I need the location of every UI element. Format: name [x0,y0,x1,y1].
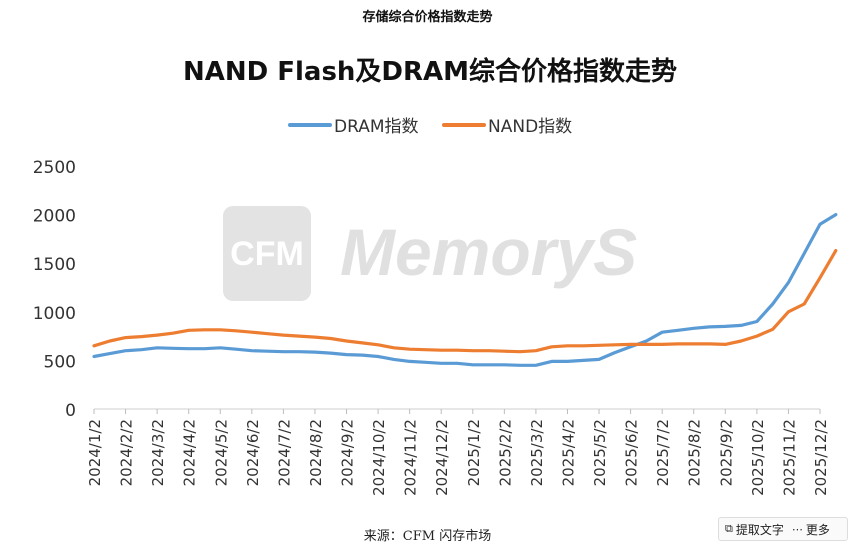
x-tick-label: 2024/1/2 [86,419,104,486]
x-tick-label: 2024/7/2 [275,419,293,486]
more-button[interactable]: ⋯ 更多 [792,521,830,538]
x-tick-label: 2024/4/2 [181,419,199,486]
more-icon: ⋯ [791,522,803,536]
x-tick-label: 2024/3/2 [149,419,167,486]
legend: DRAM指数 NAND指数 [288,117,572,137]
legend-label: NAND指数 [488,117,572,137]
more-label: 更多 [805,522,830,537]
watermark-logo-box [223,206,311,301]
x-tick-label: 2025/2/2 [496,419,514,486]
watermark-logo-text: CFM [230,235,304,273]
x-tick-label: 2025/3/2 [528,419,546,486]
y-tick-label: 1500 [33,255,76,275]
watermark: CFM MemoryS [223,206,637,301]
x-tick-label: 2024/5/2 [212,419,230,486]
chart-title: NAND Flash及DRAM综合价格指数走势 [183,56,677,87]
x-axis: 2024/1/2 2024/2/2 2024/3/2 2024/4/2 2024/5/2… [86,408,830,496]
x-tick-label: 2025/5/2 [591,419,609,486]
image-toolbar: ⧉ 提取文字 ⋯ 更多 [718,517,848,541]
y-tick-label: 500 [44,352,76,372]
x-tick-label: 2025/8/2 [686,419,704,486]
x-tick-label: 2025/11/2 [780,419,798,496]
extract-text-button[interactable]: ⧉ 提取文字 [725,521,784,538]
y-axis: 0 500 1000 1500 2000 2500 [33,158,76,421]
x-tick-label: 2025/1/2 [465,419,483,486]
x-tick-label: 2025/4/2 [559,419,577,486]
watermark-brand-text: MemoryS [340,215,637,289]
extract-text-label: 提取文字 [735,522,784,537]
x-tick-label: 2024/9/2 [339,419,357,486]
series-line-dram [92,213,838,367]
legend-label: DRAM指数 [334,117,419,137]
x-tick-label: 2025/6/2 [623,419,641,486]
series-layer [92,213,838,367]
x-tick-label: 2025/7/2 [654,419,672,486]
x-tick-label: 2024/8/2 [307,419,325,486]
x-tick-label: 2024/2/2 [118,419,136,486]
caption: 存储综合价格指数走势 [362,10,493,25]
text-extract-icon: ⧉ [725,522,733,535]
source-note: 来源：CFM 闪存市场 [363,529,492,544]
x-tick-label: 2025/12/2 [812,419,830,496]
x-tick-label: 2024/12/2 [433,419,451,496]
x-tick-label: 2024/6/2 [244,419,262,486]
x-tick-label: 2024/11/2 [402,419,420,496]
x-tick-label: 2024/10/2 [370,419,388,496]
y-tick-label: 0 [65,401,76,421]
series-line-nand [92,249,838,354]
y-tick-label: 2000 [33,207,76,227]
y-tick-label: 2500 [33,158,76,178]
y-tick-label: 1000 [33,304,76,324]
x-tick-label: 2025/9/2 [717,419,735,486]
x-tick-label: 2025/10/2 [749,419,767,496]
